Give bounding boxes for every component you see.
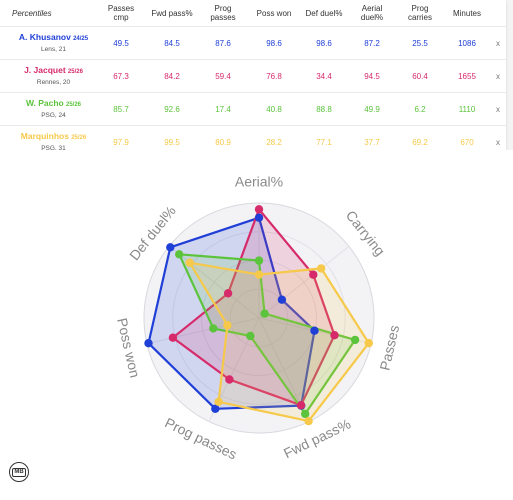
stat-cell: 59.4: [198, 59, 248, 93]
stat-cell: 87.6: [198, 26, 248, 60]
stat-cell: 1110: [444, 92, 490, 126]
data-point: [254, 256, 264, 265]
stat-cell: 94.5: [348, 59, 396, 93]
remove-player-button[interactable]: x: [490, 59, 506, 93]
player-cell[interactable]: A. Khusanov 24/25 Lens, 21: [0, 26, 96, 60]
radar-spoke: [146, 317, 260, 345]
stat-cell: 98.6: [300, 26, 348, 60]
stat-cell: 60.4: [396, 59, 444, 93]
stat-cell: 1655: [444, 59, 490, 93]
data-point: [223, 321, 232, 330]
data-point: [277, 295, 287, 304]
player-season: 24/25: [73, 35, 89, 42]
data-point: [225, 375, 234, 384]
data-point: [350, 335, 360, 345]
axis-label: Poss won: [114, 316, 143, 379]
series-area: [188, 261, 370, 423]
data-point: [296, 401, 306, 410]
player-name[interactable]: Marquinhos: [20, 130, 69, 141]
stat-cell: 87.2: [348, 26, 396, 60]
brand-logo-text: MB: [12, 467, 26, 477]
data-point: [304, 416, 313, 426]
table-row: J. Jacquet 25/26 Rennes, 20 67.3 84.2 59.4 76…: [0, 59, 506, 93]
table-row: A. Khusanov 24/25 Lens, 21 49.5 84.5 87.6 98.…: [0, 26, 506, 60]
player-season: 25/26: [66, 101, 82, 108]
data-point: [317, 264, 326, 273]
axis-label: Aerial%: [235, 174, 283, 190]
header-percentiles: Percentiles: [12, 8, 52, 18]
header-minutes[interactable]: Minutes: [452, 8, 481, 18]
data-point: [364, 338, 373, 348]
stat-cell: 17.4: [198, 92, 248, 126]
player-club-age: PSG, 31: [41, 144, 66, 152]
player-club-age: Lens, 21: [41, 45, 66, 53]
stat-cell: 6.2: [396, 92, 444, 126]
stat-cell: 67.3: [96, 59, 146, 93]
header-fwd-pass[interactable]: Fwd pass%: [151, 8, 193, 18]
player-name[interactable]: A. Khusanov: [18, 31, 71, 42]
axis-label: Passes: [376, 324, 402, 372]
stat-cell: 85.7: [96, 92, 146, 126]
header-passes-cmp[interactable]: Passes cmp: [107, 4, 135, 22]
player-cell[interactable]: J. Jacquet 25/26 Rennes, 20: [0, 59, 96, 93]
data-point: [254, 213, 264, 222]
data-point: [254, 270, 264, 279]
data-point: [301, 409, 310, 419]
stat-cell: 49.9: [348, 92, 396, 126]
stat-cell: 49.5: [96, 26, 146, 60]
stat-cell: 92.6: [146, 92, 198, 126]
data-point: [166, 243, 175, 252]
radar-spoke: [258, 245, 350, 319]
stat-cell: 98.6: [248, 26, 300, 60]
stat-cell: 40.8: [248, 92, 300, 126]
header-poss-won[interactable]: Poss won: [256, 8, 292, 18]
data-point: [168, 333, 178, 342]
stat-cell: 84.2: [146, 59, 198, 93]
player-club-age: PSG, 24: [41, 111, 66, 119]
data-point: [254, 205, 264, 214]
data-point: [214, 397, 223, 406]
stat-cell: 76.8: [248, 59, 300, 93]
brand-logo: MB: [9, 462, 29, 482]
table-header-row: Percentiles Passes cmp Fwd pass% Prog pa…: [0, 0, 506, 27]
stat-cell: 1086: [444, 26, 490, 60]
radar-spoke: [168, 245, 260, 319]
data-point: [310, 326, 319, 335]
stat-cell: 84.5: [146, 26, 198, 60]
stat-cell: 88.8: [300, 92, 348, 126]
data-point: [211, 404, 220, 413]
header-prog-passes[interactable]: Prog passes: [210, 4, 236, 22]
player-name[interactable]: J. Jacquet: [24, 64, 66, 75]
data-point: [185, 258, 194, 267]
player-cell[interactable]: W. Pacho 25/26 PSG, 24: [0, 92, 96, 126]
player-name[interactable]: W. Pacho: [25, 97, 64, 108]
header-prog-carries[interactable]: Prog carries: [407, 4, 432, 22]
data-point: [223, 289, 233, 298]
header-def-duel[interactable]: Def duel%: [305, 8, 343, 18]
remove-player-button[interactable]: x: [490, 92, 506, 126]
data-point: [246, 331, 255, 341]
data-point: [144, 339, 153, 348]
stat-cell: 25.5: [396, 26, 444, 60]
data-point: [260, 309, 269, 318]
data-point: [175, 250, 184, 259]
player-season: 25/26: [71, 134, 87, 141]
series-area: [178, 253, 357, 415]
data-point: [330, 331, 339, 340]
remove-player-button[interactable]: x: [490, 125, 506, 158]
remove-player-button[interactable]: x: [490, 26, 506, 60]
series-area: [171, 208, 336, 407]
player-season: 25/26: [67, 68, 83, 75]
table-row: W. Pacho 25/26 PSG, 24 85.7 92.6 17.4 40.8 88.…: [0, 92, 506, 126]
player-club-age: Rennes, 20: [36, 78, 71, 86]
header-aerial-duel[interactable]: Aerial duel%: [360, 4, 384, 22]
data-point: [309, 270, 318, 279]
stat-cell: 34.4: [300, 59, 348, 93]
data-point: [209, 324, 218, 333]
